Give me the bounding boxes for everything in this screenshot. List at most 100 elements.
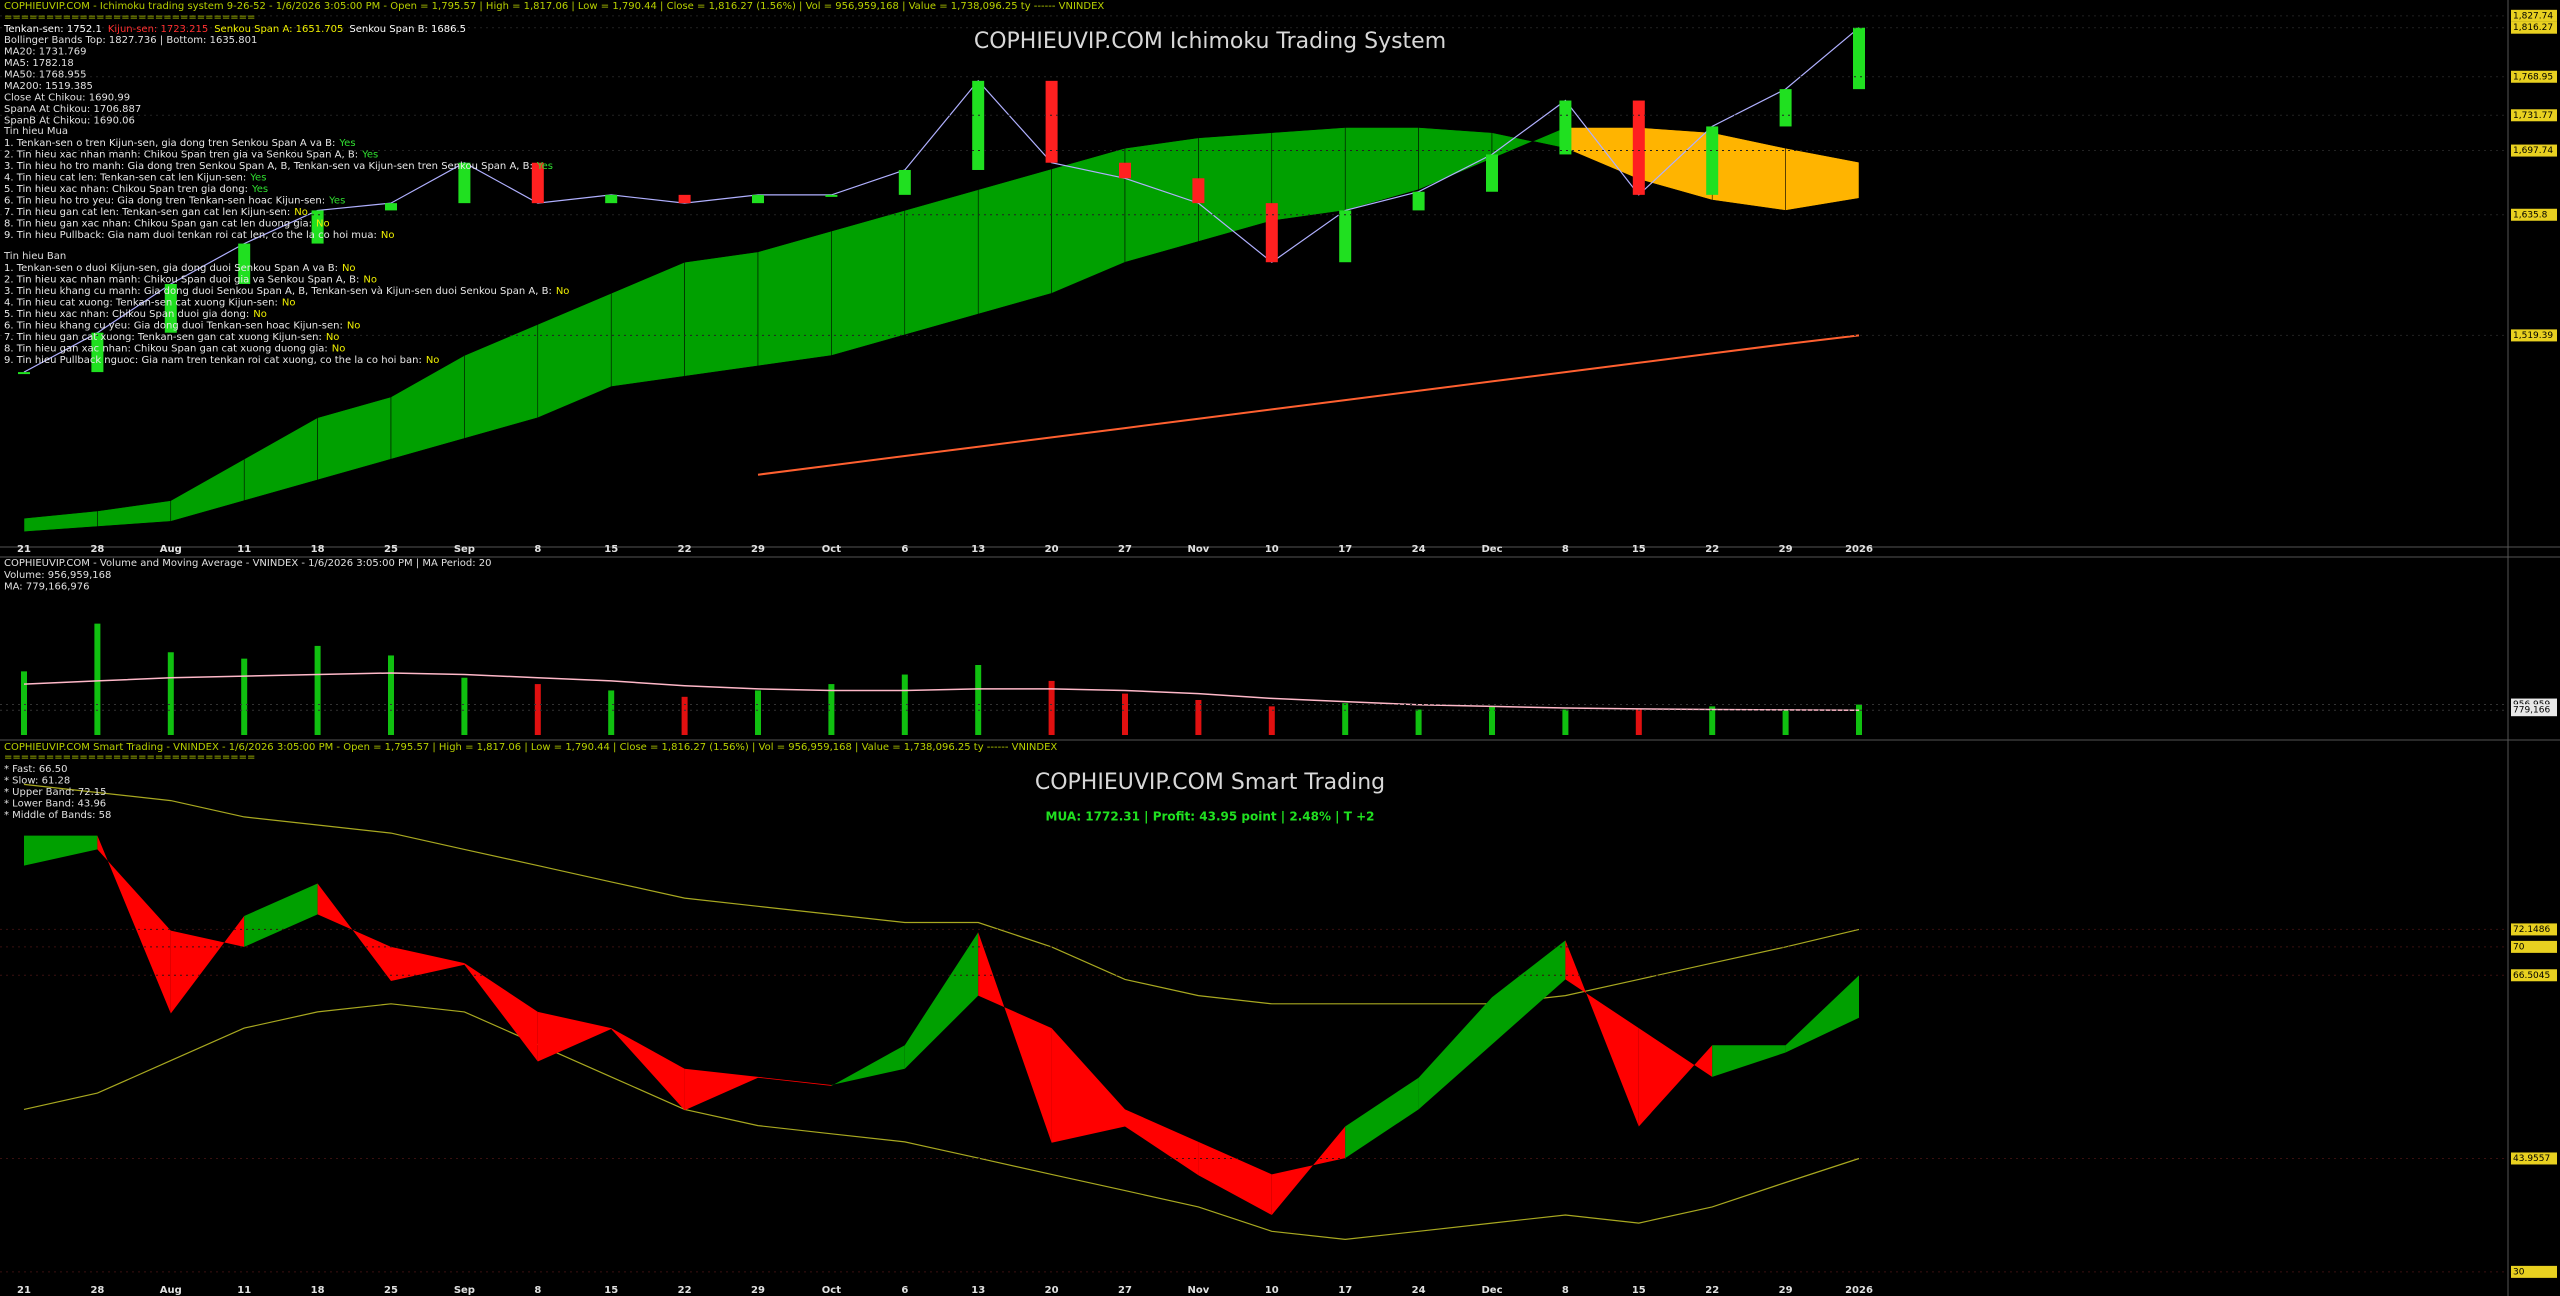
signal-line: 8. Tin hieu gan xac nhan: Chikou Span ga… — [4, 219, 330, 230]
x-tick-label: Nov — [1188, 1285, 1210, 1296]
ichimoku-cloud — [170, 458, 245, 522]
trend-band — [831, 1045, 905, 1086]
candle — [1192, 178, 1205, 204]
legend-line: * Slow: 61.28 — [4, 776, 70, 787]
candle — [1779, 89, 1792, 127]
trend-band — [464, 963, 538, 1062]
signal-answer: No — [363, 275, 377, 286]
trend-band — [1198, 1141, 1272, 1215]
trend-band — [537, 1011, 612, 1062]
x-tick-label: 17 — [1338, 544, 1352, 555]
signal-line: 7. Tin hieu gan cat len: Tenkan-sen gan … — [4, 207, 308, 218]
volume-bar — [314, 645, 321, 735]
x-tick-label: 25 — [384, 544, 398, 555]
indicator: Close At Chikou: 1690.99 — [4, 93, 130, 104]
ichimoku-cloud — [1638, 127, 1713, 201]
trend-band — [391, 946, 465, 981]
x-tick-label: 8 — [534, 1285, 541, 1296]
trend-band — [1125, 1109, 1199, 1176]
y-tick-label: 1,827.74 — [2513, 11, 2553, 21]
trend-band — [611, 1028, 685, 1111]
indicator: Senkou Span A: 1651.705 — [214, 24, 343, 35]
volume-bar — [241, 658, 248, 735]
indicator: Senkou Span B: 1686.5 — [349, 24, 466, 35]
volume-bar — [1195, 700, 1202, 735]
y-tick-box — [2511, 144, 2557, 157]
y-tick-box — [2511, 1152, 2557, 1165]
ichimoku-cloud — [1271, 127, 1346, 222]
signal-answer: No — [326, 332, 340, 343]
signal-answer: No — [332, 344, 346, 355]
signal-text: 4. Tin hieu cat xuong: Tenkan-sen cat xu… — [4, 298, 278, 309]
signal-line: 6. Tin hieu khang cu yeu: Gia dong duoi … — [4, 321, 360, 332]
trend-band — [1785, 975, 1859, 1053]
signal-answer: Yes — [536, 161, 553, 172]
y-tick-label: 66.5045 — [2513, 971, 2550, 981]
ichimoku-cloud — [390, 355, 465, 460]
signal-heading: Tin hieu Ban — [3, 251, 66, 262]
candle — [752, 194, 764, 204]
x-tick-label: 20 — [1045, 1285, 1059, 1296]
x-tick-label: Sep — [454, 544, 475, 555]
trend-band — [1712, 1045, 1786, 1077]
trend-band — [1565, 940, 1639, 1127]
signal-line: 4. Tin hieu cat len: Tenkan-sen cat len … — [4, 173, 266, 184]
volume-bar — [1048, 680, 1055, 735]
y-tick-box — [2511, 923, 2557, 936]
trend-band — [978, 932, 1052, 1143]
x-tick-label: Dec — [1481, 1285, 1502, 1296]
signal-answer: No — [294, 207, 308, 218]
candle — [238, 243, 251, 284]
signal-text: 7. Tin hieu gan cat xuong: Tenkan-sen ga… — [4, 332, 322, 343]
signal-answer: No — [347, 321, 361, 332]
signal-text: 9. Tin hieu Pullback nguoc: Gia nam tren… — [4, 355, 422, 366]
signal-line: 2. Tin hieu xac nhan manh: Chikou Span t… — [4, 150, 378, 161]
x-tick-label: Sep — [454, 1285, 475, 1296]
volume-bar — [1489, 706, 1495, 735]
trend-band — [1638, 1028, 1713, 1127]
volume-bar — [1268, 706, 1275, 735]
x-tick-label: 24 — [1412, 1285, 1426, 1296]
trend-band — [1271, 1126, 1346, 1215]
trend-band — [317, 883, 391, 981]
y-tick-box — [2511, 208, 2557, 221]
x-tick-label: Aug — [160, 1285, 182, 1296]
signal-answer: No — [316, 219, 330, 230]
trend-band — [244, 883, 318, 947]
candle — [458, 162, 471, 204]
x-tick-label: 27 — [1118, 544, 1132, 555]
candle — [1339, 210, 1352, 263]
x-tick-label: 29 — [751, 1285, 765, 1296]
upper-band — [23, 783, 1860, 1005]
volume-bar — [167, 652, 174, 735]
legend-line: * Upper Band: 72.15 — [4, 787, 107, 798]
x-tick-label: 11 — [237, 544, 251, 555]
volume-bar — [1562, 709, 1569, 735]
indicator: Tenkan-sen: 1752.1 — [3, 24, 102, 35]
signal-line: 3. Tin hieu ho tro manh: Gia dong tren S… — [4, 161, 553, 172]
legend-line: * Lower Band: 43.96 — [4, 799, 106, 810]
lower-band — [23, 1003, 1860, 1241]
signal-text: 3. Tin hieu khang cu manh: Gia dong duoi… — [4, 285, 552, 297]
signal-line: 5. Tin hieu xac nhan: Chikou Span tren g… — [4, 184, 268, 195]
ichimoku-cloud — [464, 324, 539, 439]
candle — [164, 283, 177, 333]
volume-bar — [755, 690, 761, 735]
volume-bar — [1635, 709, 1642, 735]
x-tick-label: 17 — [1338, 1285, 1352, 1296]
signal-text: 1. Tenkan-sen o tren Kijun-sen, gia dong… — [4, 138, 335, 149]
signal-text: 8. Tin hieu gan xac nhan: Chikou Span ga… — [4, 344, 328, 355]
signal-line: 9. Tin hieu Pullback nguoc: Gia nam tren… — [4, 355, 439, 366]
y-tick-label: 1,731.77 — [2513, 111, 2553, 121]
volume-bar — [388, 655, 394, 735]
y-tick-label: 779,166 — [2513, 706, 2550, 716]
x-tick-label: 13 — [971, 1285, 985, 1296]
x-tick-label: 18 — [311, 1285, 325, 1296]
ichimoku-cloud — [977, 168, 1052, 315]
ichimoku-cloud — [1785, 147, 1860, 211]
ichimoku-cloud — [23, 510, 98, 532]
volume-ma-line — [23, 672, 1860, 711]
ichimoku-cloud — [904, 189, 979, 336]
y-tick-label: 43.9557 — [2513, 1154, 2550, 1164]
separator: ============================== — [4, 752, 255, 763]
